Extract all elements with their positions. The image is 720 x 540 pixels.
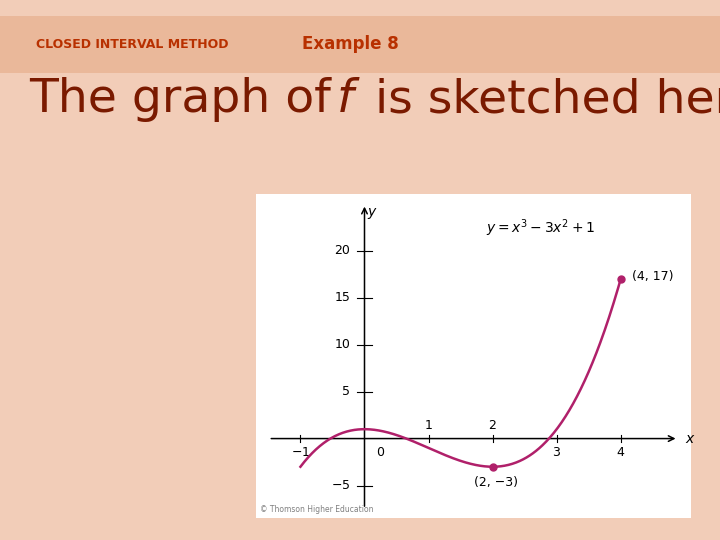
Text: $-5$: $-5$	[331, 479, 351, 492]
Text: CLOSED INTERVAL METHOD: CLOSED INTERVAL METHOD	[36, 38, 228, 51]
Text: $2$: $2$	[488, 419, 497, 432]
Text: 5: 5	[343, 385, 351, 398]
Text: $y = x^3 - 3x^2 + 1$: $y = x^3 - 3x^2 + 1$	[486, 218, 595, 239]
Text: is sketched here.: is sketched here.	[360, 77, 720, 123]
Text: 15: 15	[335, 291, 351, 304]
Text: $4$: $4$	[616, 446, 626, 459]
Text: Example 8: Example 8	[302, 35, 399, 53]
Text: The graph of: The graph of	[29, 77, 346, 123]
Text: (2, −3): (2, −3)	[474, 476, 518, 489]
Text: $x$: $x$	[685, 431, 696, 446]
Text: $y$: $y$	[366, 206, 377, 221]
Text: f: f	[337, 77, 354, 123]
Text: $-1$: $-1$	[291, 446, 310, 459]
Text: © Thomson Higher Education: © Thomson Higher Education	[260, 504, 374, 514]
Text: $3$: $3$	[552, 446, 561, 459]
Text: $1$: $1$	[424, 419, 433, 432]
Text: (4, 17): (4, 17)	[632, 269, 674, 282]
Text: 10: 10	[335, 338, 351, 351]
Text: $0$: $0$	[376, 446, 385, 459]
Text: 20: 20	[335, 244, 351, 257]
